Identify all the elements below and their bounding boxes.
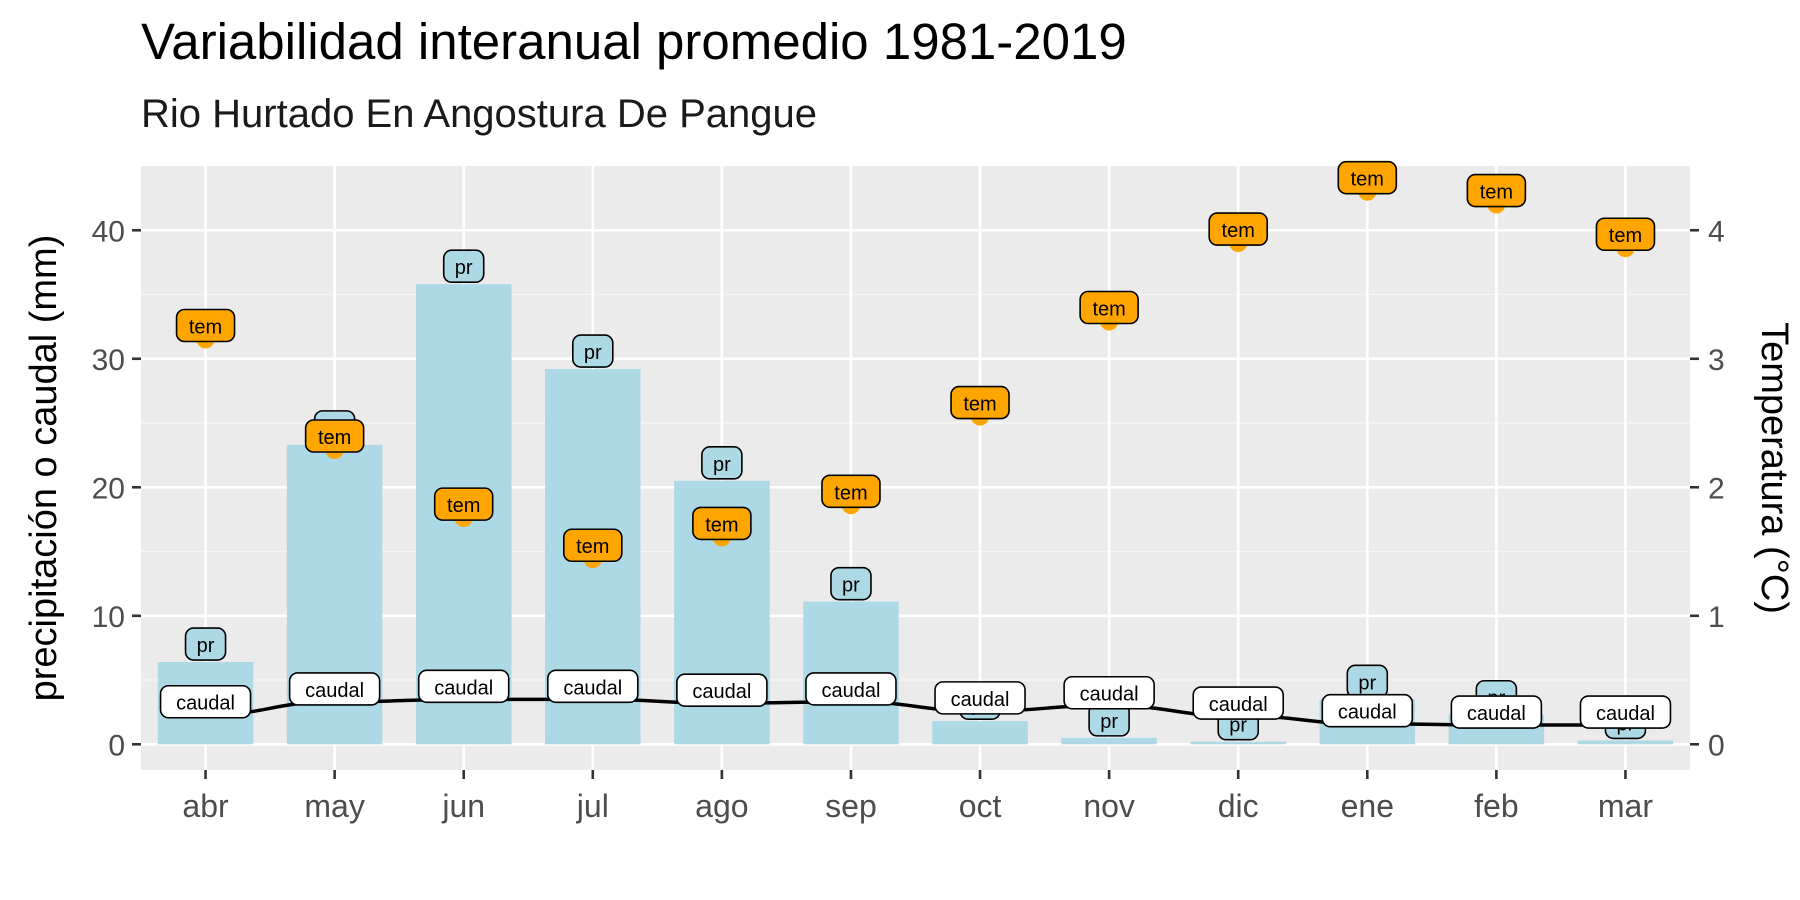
data-label-caudal-box bbox=[288, 672, 381, 706]
data-label-pr: pr bbox=[1358, 672, 1376, 694]
data-label-caudal-box bbox=[676, 673, 768, 707]
data-label-tem-box bbox=[1079, 290, 1139, 325]
data-label-tem: tem bbox=[1222, 220, 1255, 242]
data-label-pr-box bbox=[571, 334, 614, 368]
data-label-tem: tem bbox=[1480, 182, 1513, 204]
tick-label-x: mar bbox=[1598, 788, 1653, 824]
data-label-tem: tem bbox=[447, 495, 480, 517]
data-label-tem-box bbox=[692, 506, 752, 541]
data-label-caudal-box bbox=[159, 684, 252, 719]
data-label-caudal: caudal bbox=[821, 680, 880, 702]
tick-label-x: may bbox=[304, 788, 364, 824]
data-label-caudal: caudal bbox=[1080, 684, 1139, 706]
data-label-caudal-box bbox=[805, 672, 897, 706]
data-label-tem: tem bbox=[1609, 225, 1642, 247]
data-label-tem: tem bbox=[1092, 298, 1125, 320]
data-label-caudal: caudal bbox=[1596, 703, 1655, 725]
data-label-tem: tem bbox=[189, 316, 222, 338]
data-label-tem: tem bbox=[963, 394, 996, 416]
data-label-tem-box bbox=[304, 419, 365, 453]
data-label-tem-box bbox=[821, 474, 881, 509]
data-label-tem-box bbox=[1466, 173, 1527, 208]
data-label-caudal: caudal bbox=[563, 677, 622, 699]
data-label-caudal: caudal bbox=[692, 681, 751, 703]
data-label-tem-box bbox=[950, 385, 1010, 420]
tick-label-x: ago bbox=[695, 788, 748, 824]
chart-subtitle: Rio Hurtado En Angostura De Pangue bbox=[141, 92, 817, 136]
data-label-pr-box bbox=[442, 249, 485, 284]
panel-background bbox=[141, 166, 1690, 770]
data-label-tem: tem bbox=[834, 482, 867, 504]
data-label-tem-box bbox=[433, 487, 494, 521]
tick-label-x: nov bbox=[1083, 788, 1135, 824]
data-label-tem-box bbox=[1595, 217, 1656, 252]
data-label-pr: pr bbox=[713, 454, 731, 476]
tick-label-x: feb bbox=[1474, 788, 1518, 824]
data-label-caudal-box bbox=[1450, 695, 1543, 729]
data-label-pr: pr bbox=[197, 635, 215, 657]
tick-label-left: 20 bbox=[92, 472, 125, 505]
tick-label-x: jul bbox=[576, 788, 609, 824]
bar-pr bbox=[1190, 741, 1286, 745]
data-label-caudal-box bbox=[417, 669, 510, 704]
data-label-tem-box bbox=[1208, 212, 1269, 246]
data-label-caudal-box bbox=[1192, 686, 1285, 720]
data-label-caudal-box bbox=[1063, 675, 1155, 710]
axis-title-right: Temperatura (°C) bbox=[1753, 322, 1795, 614]
data-label-caudal: caudal bbox=[434, 677, 493, 699]
tick-label-left: 10 bbox=[92, 601, 125, 634]
data-label-pr-box bbox=[701, 446, 743, 480]
tick-label-x: ene bbox=[1341, 788, 1394, 824]
data-label-pr: pr bbox=[1100, 711, 1118, 733]
chart-title: Variabilidad interanual promedio 1981-20… bbox=[141, 13, 1127, 70]
data-label-tem: tem bbox=[318, 427, 351, 449]
data-label-caudal: caudal bbox=[176, 693, 235, 715]
tick-label-x: oct bbox=[959, 788, 1002, 824]
data-label-caudal: caudal bbox=[951, 689, 1010, 711]
data-label-tem-box bbox=[1337, 160, 1398, 195]
tick-label-x: abr bbox=[182, 788, 229, 824]
tick-label-right: 2 bbox=[1708, 472, 1725, 505]
data-label-tem-box bbox=[562, 528, 623, 563]
tick-label-right: 0 bbox=[1708, 729, 1725, 762]
tick-label-x: jun bbox=[441, 788, 485, 824]
axis-title-left: precipitación o caudal (mm) bbox=[23, 235, 65, 702]
tick-label-right: 1 bbox=[1708, 601, 1725, 634]
tick-label-left: 40 bbox=[92, 215, 125, 248]
data-label-tem: tem bbox=[1351, 169, 1384, 191]
data-label-caudal-box bbox=[1579, 695, 1672, 729]
data-label-tem: tem bbox=[705, 514, 738, 536]
data-label-caudal: caudal bbox=[1467, 703, 1526, 725]
data-label-pr: pr bbox=[1229, 715, 1247, 737]
data-label-pr-box bbox=[830, 566, 872, 601]
bar-pr bbox=[932, 721, 1028, 745]
data-label-pr: pr bbox=[455, 257, 473, 279]
data-label-caudal-box bbox=[1321, 693, 1414, 728]
bar-pr bbox=[1061, 737, 1157, 745]
data-label-caudal: caudal bbox=[1338, 702, 1397, 724]
tick-label-right: 3 bbox=[1708, 344, 1725, 377]
data-label-caudal: caudal bbox=[305, 680, 364, 702]
data-label-caudal-box bbox=[546, 669, 639, 704]
data-label-tem: tem bbox=[576, 536, 609, 558]
data-label-pr-box bbox=[184, 627, 227, 661]
data-label-caudal-box bbox=[934, 681, 1026, 715]
bar-pr bbox=[1577, 740, 1674, 745]
data-label-tem-box bbox=[175, 308, 236, 343]
data-label-pr: pr bbox=[842, 575, 860, 597]
tick-label-left: 30 bbox=[92, 344, 125, 377]
tick-label-left: 0 bbox=[108, 729, 125, 762]
tick-label-x: dic bbox=[1218, 788, 1259, 824]
data-label-caudal: caudal bbox=[1209, 694, 1268, 716]
data-label-pr: pr bbox=[584, 342, 602, 364]
tick-label-right: 4 bbox=[1708, 215, 1725, 248]
tick-label-x: sep bbox=[825, 788, 877, 824]
